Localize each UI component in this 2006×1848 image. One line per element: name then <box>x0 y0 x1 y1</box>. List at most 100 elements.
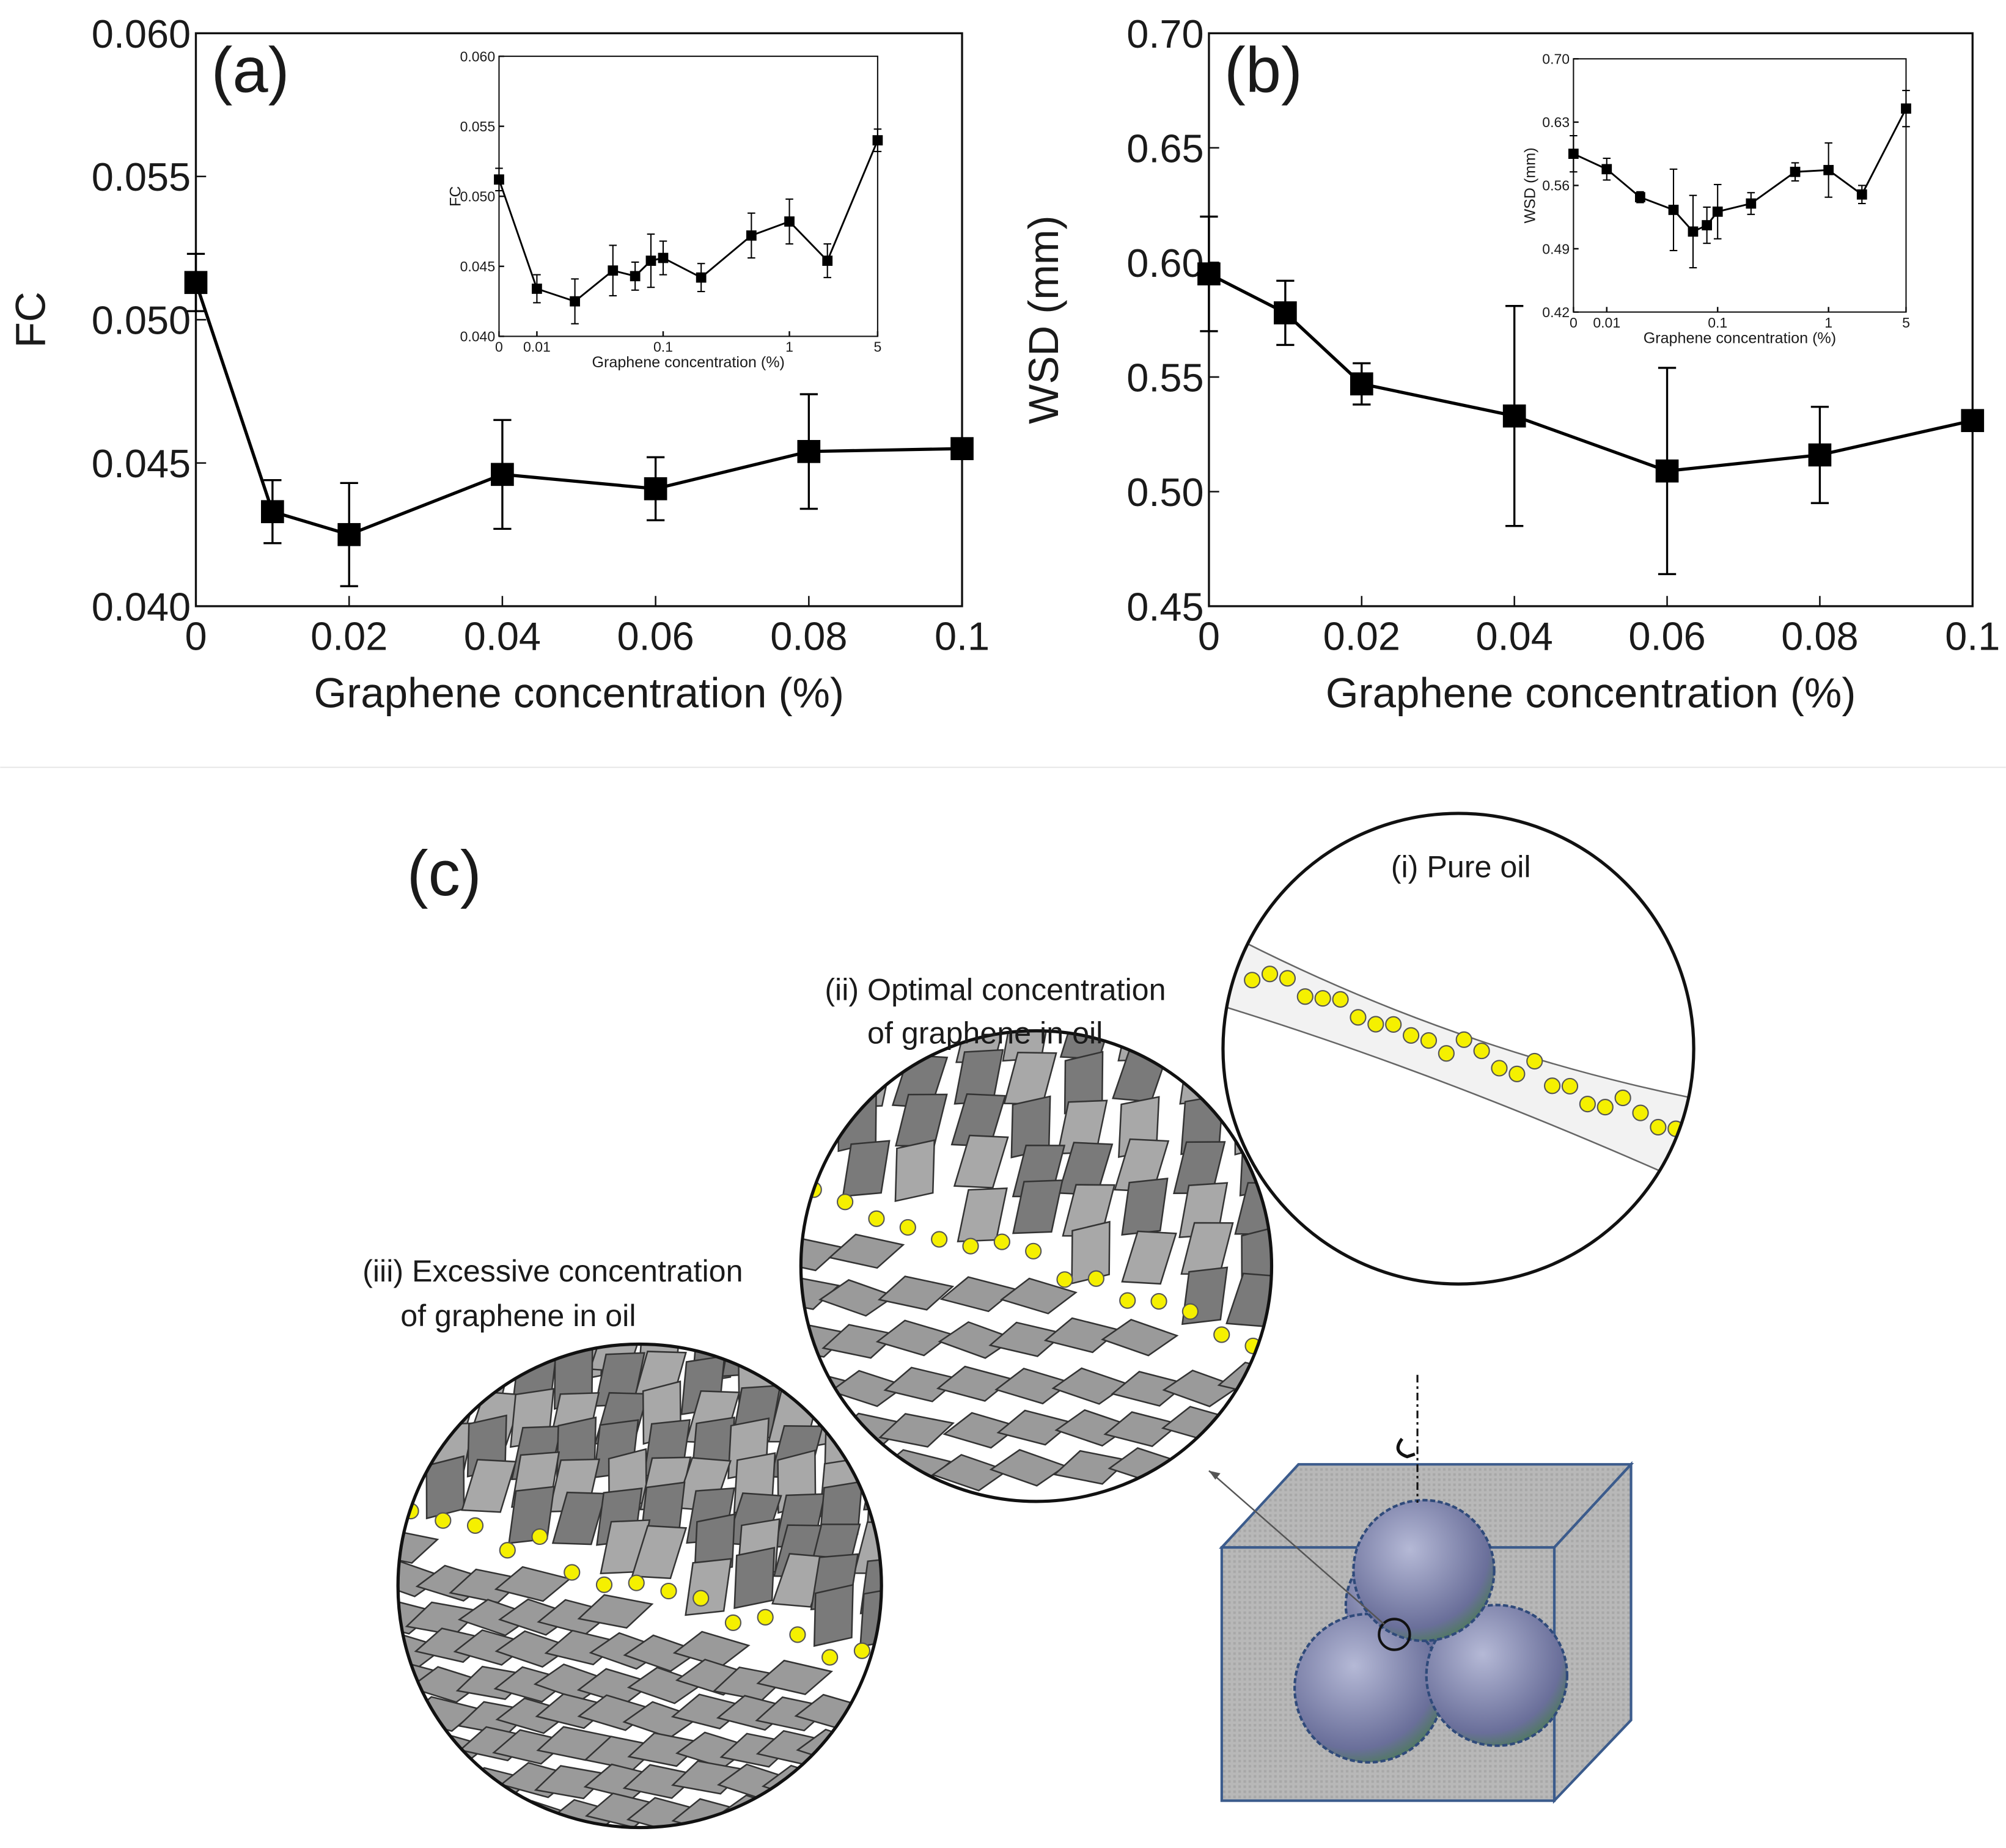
flake <box>813 1583 854 1647</box>
y-tick-label: 0.045 <box>92 441 191 486</box>
y-tick-label: 0.060 <box>460 48 496 64</box>
flake <box>821 1324 898 1359</box>
oil-molecule <box>1087 1270 1104 1287</box>
data-point <box>645 255 656 266</box>
oil-molecule <box>1150 1292 1167 1310</box>
x-tick-label: 0.06 <box>617 614 694 658</box>
oil-molecule <box>499 1542 516 1559</box>
flake <box>843 1762 882 1798</box>
data-point <box>1746 198 1757 209</box>
flake <box>845 1731 882 1769</box>
oil-molecule <box>1056 1271 1073 1288</box>
data-point <box>1668 205 1679 215</box>
oil-molecule <box>595 1576 613 1593</box>
circle-pure-oil <box>1222 926 1694 1191</box>
chart: 0.040 0.045 0.050 0.055 0.060 0 0.01 0.1 1 5 Graph… <box>447 48 883 371</box>
x-tick-label: 0.1 <box>653 339 673 355</box>
flake <box>883 1366 961 1402</box>
oil-molecule <box>1455 1031 1472 1048</box>
flake <box>733 1547 776 1610</box>
flake <box>1111 1371 1188 1407</box>
flake <box>631 1525 688 1580</box>
x-tick-label: 5 <box>874 339 882 355</box>
flake <box>627 1732 704 1767</box>
x-tick-label: 0.1 <box>1945 614 2000 658</box>
oil-molecule <box>1596 1099 1614 1116</box>
y-axis-label: WSD (mm) <box>1522 147 1539 223</box>
data-point <box>1635 192 1645 203</box>
oil-molecule <box>1261 966 1279 983</box>
oil-molecule <box>821 1649 839 1666</box>
flake <box>801 1049 837 1104</box>
x-tick-label: 0.06 <box>1628 614 1705 658</box>
flake <box>938 1321 1016 1359</box>
flake <box>446 1791 524 1828</box>
flake <box>931 1454 1009 1492</box>
y-tick-label: 0.49 <box>1542 241 1570 257</box>
flake <box>1051 1367 1130 1405</box>
flake <box>894 1139 936 1203</box>
flake <box>988 1321 1066 1357</box>
y-tick-label: 0.050 <box>92 298 191 343</box>
y-tick-label: 0.055 <box>92 155 191 199</box>
oil-molecule <box>853 1642 870 1659</box>
x-tick-label: 0.04 <box>464 614 541 658</box>
steel-ball <box>1352 1498 1496 1643</box>
flake <box>428 1357 479 1413</box>
x-axis-label: Graphene concentration (%) <box>1326 669 1856 716</box>
oil-molecule <box>1296 988 1313 1005</box>
data-point <box>1790 166 1801 177</box>
oil-molecule <box>1350 1009 1367 1026</box>
flake <box>994 1368 1072 1405</box>
flake <box>1121 1178 1169 1236</box>
flake <box>953 1134 1009 1189</box>
oil-molecule <box>1544 1077 1561 1094</box>
flake <box>398 1764 447 1799</box>
data-point <box>1901 103 1911 114</box>
oil-molecule <box>435 1512 452 1529</box>
y-tick-label: 0.060 <box>92 12 191 56</box>
oil-molecule <box>1420 1032 1438 1049</box>
oil-molecule <box>1614 1089 1631 1107</box>
oil-molecule <box>564 1564 581 1581</box>
flake <box>878 1413 955 1448</box>
y-axis-label: FC <box>447 186 465 206</box>
oil-molecule <box>1438 1045 1455 1062</box>
pointer <box>1208 1470 1385 1625</box>
steel-ball <box>1425 1604 1568 1747</box>
diagram-label: (iii) Excessive concentration <box>362 1254 743 1288</box>
oil-molecule <box>899 1219 916 1236</box>
flake <box>407 1767 485 1805</box>
x-tick-label: 0.01 <box>1593 315 1620 331</box>
diagram-label: of graphene in oil <box>400 1299 636 1333</box>
oil-molecule <box>1526 1052 1543 1070</box>
plot-frame <box>498 56 878 337</box>
data-point <box>337 522 361 546</box>
y-tick-label: 0.55 <box>1126 355 1203 400</box>
y-tick-label: 0.055 <box>460 119 496 134</box>
flake <box>577 1594 654 1629</box>
data-point <box>491 463 514 486</box>
data-point <box>872 135 883 145</box>
plot-frame <box>1573 58 1907 313</box>
oil-molecule <box>1491 1060 1508 1077</box>
y-tick-label: 0.42 <box>1542 304 1570 320</box>
flake <box>942 1412 1021 1449</box>
x-tick-label: 5 <box>1902 315 1910 331</box>
data-point <box>570 296 580 307</box>
oil-molecule <box>1279 970 1296 987</box>
flake <box>801 1236 843 1272</box>
y-tick-label: 0.45 <box>1126 584 1203 629</box>
flake <box>551 1491 607 1546</box>
oil-molecule <box>1025 1242 1042 1260</box>
oil-molecule <box>466 1517 484 1534</box>
flake <box>1043 1317 1121 1354</box>
panel-label: (c) <box>407 838 482 909</box>
data-point <box>1568 148 1579 160</box>
x-axis-label: Graphene concentration (%) <box>592 354 784 371</box>
diagram-label: of graphene in oil <box>867 1016 1103 1050</box>
flake <box>1054 1409 1133 1447</box>
oil-molecule <box>1632 1104 1649 1121</box>
oil-molecule <box>837 1194 854 1211</box>
data-point <box>261 500 284 524</box>
